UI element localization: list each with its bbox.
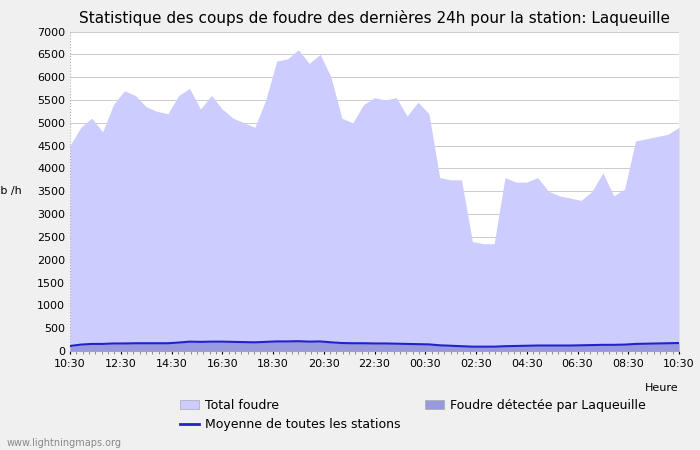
Text: Heure: Heure	[645, 383, 679, 393]
Legend: Total foudre, Moyenne de toutes les stations, Foudre détectée par Laqueuille: Total foudre, Moyenne de toutes les stat…	[180, 399, 646, 431]
Y-axis label: Nb /h: Nb /h	[0, 186, 21, 196]
Title: Statistique des coups de foudre des dernières 24h pour la station: Laqueuille: Statistique des coups de foudre des dern…	[79, 10, 670, 26]
Text: www.lightningmaps.org: www.lightningmaps.org	[7, 438, 122, 448]
